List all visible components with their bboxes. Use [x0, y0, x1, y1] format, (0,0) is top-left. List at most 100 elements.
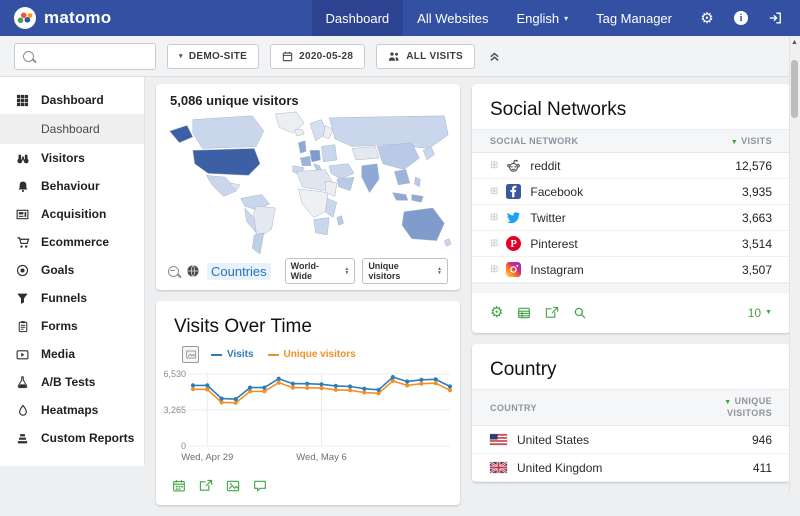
- annotation-icon[interactable]: [253, 479, 267, 493]
- social-table-body: ⊞ reddit 12,576 ⊞ Facebook 3,935 ⊞ Twitter 3,663…: [472, 153, 790, 283]
- sidebar-item-ecommerce[interactable]: Ecommerce: [0, 228, 144, 256]
- sidebar-item-acquisition[interactable]: Acquisition: [0, 200, 144, 228]
- nav-item-tag-manager[interactable]: Tag Manager: [596, 10, 672, 26]
- legend-label: Visits: [227, 349, 254, 360]
- updown-arrows-icon: ▲ ▼: [344, 266, 350, 276]
- table-row[interactable]: ⊞ Instagram 3,507: [472, 257, 790, 283]
- date-picker-button[interactable]: 2020-05-28: [270, 43, 366, 69]
- scrollbar-thumb[interactable]: [791, 60, 798, 118]
- calendar-icon: [282, 51, 293, 62]
- sidebar-item-label: Acquisition: [41, 207, 107, 221]
- sidebar-item-label: Media: [41, 347, 76, 361]
- nav-item-english[interactable]: English ▾: [516, 10, 569, 26]
- table-row[interactable]: ⊞ Twitter 3,663: [472, 205, 790, 231]
- site-selector-button[interactable]: ▾ DEMO-SITE: [167, 43, 260, 69]
- legend-line-swatch: [211, 353, 222, 356]
- region-select[interactable]: World-Wide ▲ ▼: [284, 258, 356, 284]
- sidebar-item-a-b-tests[interactable]: A/B Tests: [0, 368, 144, 396]
- widget-title: Social Networks: [490, 99, 627, 120]
- visitors-icon: [15, 152, 30, 165]
- legend-line-swatch: [267, 353, 279, 356]
- segment-selector-button[interactable]: ALL VISITS: [376, 43, 475, 69]
- segment-users-icon: [388, 51, 400, 62]
- scroll-up-icon[interactable]: ▲: [791, 39, 798, 46]
- world-map[interactable]: [164, 110, 452, 256]
- countries-link[interactable]: Countries: [207, 262, 271, 280]
- svg-text:0: 0: [181, 441, 186, 451]
- column-header-sorted[interactable]: ▼ UNIQUE VISITORS: [724, 396, 772, 418]
- caret-down-icon: ▾: [564, 13, 569, 23]
- search-box[interactable]: [14, 42, 156, 70]
- sidebar-subitem-dashboard[interactable]: Dashboard: [0, 114, 144, 144]
- image-icon[interactable]: [226, 479, 240, 493]
- chart-export-icon[interactable]: [182, 346, 199, 363]
- column-header-label[interactable]: COUNTRY: [490, 402, 537, 413]
- row-value: 3,663: [741, 210, 772, 225]
- legend-item-unique-visitors[interactable]: Unique visitors: [267, 349, 356, 360]
- sidebar-item-label: Goals: [41, 263, 75, 277]
- sidebar-item-goals[interactable]: Goals: [0, 256, 144, 284]
- globe-icon[interactable]: [186, 264, 200, 278]
- us-icon: [490, 434, 507, 445]
- widget-settings-icon[interactable]: ⚙: [490, 304, 504, 321]
- visits-chart[interactable]: 0 3,265 6,530 Wed, Apr 29 Wed, May 6: [156, 367, 460, 465]
- expand-row-icon[interactable]: ⊞: [490, 160, 499, 171]
- country-table-body: United States 946 United Kingdom 411: [472, 426, 790, 482]
- page-content: Dashboard Dashboard Visitors Behaviour Acqui…: [0, 77, 800, 516]
- table-row[interactable]: United States 946: [472, 426, 790, 454]
- zoom-out-icon[interactable]: [168, 265, 179, 277]
- updown-arrows-icon: ▲ ▼: [437, 266, 442, 276]
- sidebar-item-heatmaps[interactable]: Heatmaps: [0, 396, 144, 424]
- dashboard-icon: [15, 94, 30, 107]
- reddit-icon: [506, 158, 521, 173]
- row-limit-select[interactable]: 10 ▼: [748, 306, 772, 320]
- expand-row-icon[interactable]: ⊞: [490, 186, 499, 197]
- facebook-icon: [506, 184, 522, 199]
- table-row[interactable]: ⊞ Facebook 3,935: [472, 179, 790, 205]
- svg-text:6,530: 6,530: [163, 369, 186, 379]
- sidebar-item-custom-reports[interactable]: Custom Reports: [0, 424, 144, 452]
- brand-name: matomo: [44, 8, 112, 27]
- expand-row-icon[interactable]: ⊞: [490, 212, 499, 223]
- admin-gear-icon[interactable]: ⚙: [700, 10, 714, 27]
- sidebar-item-media[interactable]: Media: [0, 340, 144, 368]
- svg-text:Wed, Apr 29: Wed, Apr 29: [181, 452, 233, 463]
- sidebar-item-funnels[interactable]: Funnels: [0, 284, 144, 312]
- matomo-logo-icon: [14, 7, 36, 29]
- table-row[interactable]: ⊞ P Pinterest 3,514: [472, 231, 790, 257]
- sidebar-item-forms[interactable]: Forms: [0, 312, 144, 340]
- table-view-icon[interactable]: [517, 306, 531, 320]
- signout-icon[interactable]: [760, 0, 790, 36]
- collapse-toolbar-icon[interactable]: [489, 51, 500, 62]
- social-widget-footer: ⚙ 10 ▼: [472, 293, 790, 333]
- nav-item-all-websites[interactable]: All Websites: [417, 10, 489, 26]
- country-widget: Country COUNTRY ▼ UNIQUE VISITORS United …: [472, 344, 790, 482]
- search-input[interactable]: [40, 49, 130, 63]
- column-header-sorted[interactable]: ▼ VISITS: [730, 136, 772, 146]
- calendar-icon[interactable]: [172, 479, 186, 493]
- metric-select[interactable]: Unique visitors ▲ ▼: [362, 258, 448, 284]
- search-rows-icon[interactable]: [573, 306, 587, 320]
- sidebar-item-dashboard[interactable]: Dashboard: [0, 86, 144, 114]
- scrollbar[interactable]: ▲: [789, 36, 800, 493]
- row-value: 946: [751, 432, 772, 447]
- expand-row-icon[interactable]: ⊞: [490, 264, 499, 275]
- date-picker-label: 2020-05-28: [299, 50, 354, 62]
- sidebar-item-label: Ecommerce: [41, 235, 110, 249]
- matomo-logo[interactable]: matomo: [14, 7, 111, 29]
- caret-down-icon: ▾: [179, 53, 183, 60]
- table-row[interactable]: United Kingdom 411: [472, 454, 790, 482]
- sidebar-item-visitors[interactable]: Visitors: [0, 144, 144, 172]
- table-row[interactable]: ⊞ reddit 12,576: [472, 153, 790, 179]
- export-icon[interactable]: [199, 479, 213, 493]
- export-icon[interactable]: [545, 306, 559, 320]
- row-value: 3,935: [741, 184, 772, 199]
- column-header-label[interactable]: SOCIAL NETWORK: [490, 136, 579, 146]
- legend-item-visits[interactable]: Visits: [211, 349, 254, 360]
- help-icon[interactable]: i: [726, 0, 756, 36]
- nav-item-dashboard[interactable]: Dashboard: [311, 0, 404, 36]
- sidebar-item-behaviour[interactable]: Behaviour: [0, 172, 144, 200]
- expand-row-icon[interactable]: ⊞: [490, 238, 499, 249]
- toolbar: ▾ DEMO-SITE 2020-05-28 ALL VISITS: [0, 36, 800, 77]
- chart-legend: Visits Unique visitors: [182, 346, 446, 363]
